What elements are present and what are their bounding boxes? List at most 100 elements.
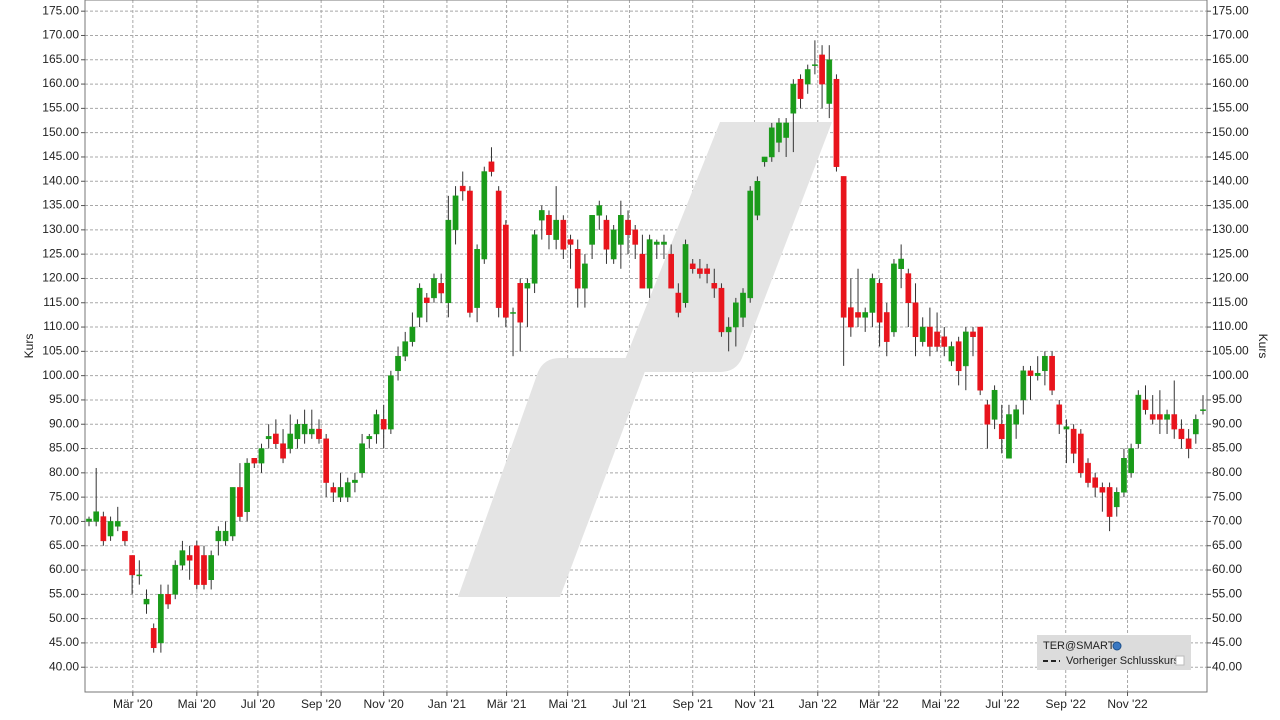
candle-body	[869, 278, 876, 313]
candle-body	[423, 297, 430, 303]
y-tick-label-right: 145.00	[1212, 149, 1249, 163]
y-tick-label: 120.00	[42, 271, 79, 285]
candle-body	[725, 326, 732, 333]
candle-body	[984, 404, 991, 425]
candle-body	[122, 530, 128, 542]
candle-body	[697, 268, 703, 274]
candle-body	[567, 239, 574, 245]
candle-body	[962, 331, 969, 367]
x-tick-label: Jan '21	[428, 697, 467, 711]
x-tick-label: Mai '20	[178, 697, 217, 711]
x-tick-label: Mär '21	[487, 697, 527, 711]
candle-body	[1142, 399, 1149, 410]
candle-body	[186, 555, 193, 561]
candle-body	[86, 518, 92, 522]
candle-body	[797, 78, 804, 99]
x-tick-label: Jan '22	[799, 697, 838, 711]
candle-body	[244, 462, 250, 512]
y-tick-label-right: 130.00	[1212, 222, 1249, 236]
candle-body	[1042, 355, 1048, 372]
candle-body	[1164, 414, 1170, 420]
x-tick-label: Jul '20	[241, 697, 276, 711]
y-tick-label-right: 160.00	[1212, 76, 1249, 90]
y-tick-label: 130.00	[42, 222, 79, 236]
x-tick-label: Nov '21	[734, 697, 775, 711]
x-tick-label: Nov '20	[364, 697, 405, 711]
x-tick-label: Sep '21	[673, 697, 714, 711]
candle-body	[560, 219, 567, 250]
candle-body	[955, 341, 962, 372]
candle-body	[1092, 477, 1099, 488]
y-tick-label-right: 115.00	[1212, 295, 1248, 309]
x-tick-label: Nov '22	[1107, 697, 1148, 711]
y-tick-label-right: 135.00	[1212, 198, 1249, 212]
candle-body	[812, 64, 818, 66]
y-tick-label: 145.00	[42, 149, 79, 163]
legend-icon	[1112, 641, 1122, 651]
y-tick-label: 45.00	[49, 635, 79, 649]
candle-body	[1178, 428, 1185, 440]
candle-body	[653, 241, 660, 245]
candle-body	[474, 249, 480, 308]
candle-body	[754, 181, 761, 216]
candle-body	[1020, 370, 1027, 401]
candle-body	[337, 487, 344, 498]
candle-body	[388, 375, 394, 430]
y-tick-label: 125.00	[42, 246, 79, 260]
candle-body	[179, 550, 186, 566]
y-tick-label: 170.00	[42, 28, 79, 42]
candle-body	[1070, 428, 1077, 454]
candle-body	[510, 312, 516, 314]
candle-body	[1056, 404, 1063, 425]
candle-body	[416, 287, 423, 318]
candle-body	[704, 268, 710, 274]
candle-body	[1128, 448, 1134, 474]
candle-body	[1049, 355, 1055, 391]
candle-body	[366, 436, 373, 440]
candle-body	[402, 341, 409, 357]
candle-body	[761, 156, 768, 163]
candle-body	[395, 355, 401, 372]
candle-body	[1157, 414, 1163, 420]
candle-body	[668, 253, 674, 289]
candle-body	[596, 205, 603, 216]
legend-checkbox[interactable]	[1175, 655, 1185, 666]
y-tick-label-right: 170.00	[1212, 28, 1249, 42]
candle-body	[768, 127, 775, 158]
candle-body	[93, 511, 100, 522]
candle-body	[991, 389, 998, 420]
candle-body	[265, 436, 272, 440]
candle-body	[143, 598, 150, 605]
y-axis-label-right: Kurs	[1256, 334, 1270, 359]
candle-body	[625, 219, 631, 235]
y-tick-label: 50.00	[49, 611, 79, 625]
candle-body	[833, 78, 840, 167]
candle-body	[208, 555, 215, 580]
candle-body	[711, 283, 718, 289]
y-tick-label-right: 80.00	[1212, 465, 1242, 479]
x-tick-label: Mai '21	[549, 697, 588, 711]
candle-body	[970, 331, 976, 338]
y-tick-label-right: 90.00	[1212, 416, 1242, 430]
x-tick-label: Mär '20	[113, 697, 153, 711]
candle-body	[158, 594, 164, 644]
y-tick-label: 60.00	[49, 562, 79, 576]
y-tick-label-right: 120.00	[1212, 271, 1249, 285]
candle-body	[941, 336, 948, 347]
candle-body	[330, 487, 337, 493]
candle-body	[610, 229, 617, 260]
y-tick-label: 150.00	[42, 125, 79, 139]
candle-body	[1135, 394, 1142, 444]
y-tick-label: 155.00	[42, 101, 79, 115]
candle-body	[495, 190, 502, 308]
candle-body	[747, 190, 754, 299]
x-tick-label: Sep '20	[301, 697, 342, 711]
candle-body	[1200, 409, 1206, 411]
candle-body	[344, 482, 351, 498]
candle-body	[618, 215, 624, 245]
y-tick-label-right: 40.00	[1212, 659, 1242, 673]
candle-body	[280, 443, 286, 459]
candle-body	[1006, 414, 1012, 459]
axes: 40.00 40.00 45.00 45.00 50.00 50.00 55.00 55.00…	[42, 3, 1249, 711]
candle-body	[1171, 414, 1178, 430]
